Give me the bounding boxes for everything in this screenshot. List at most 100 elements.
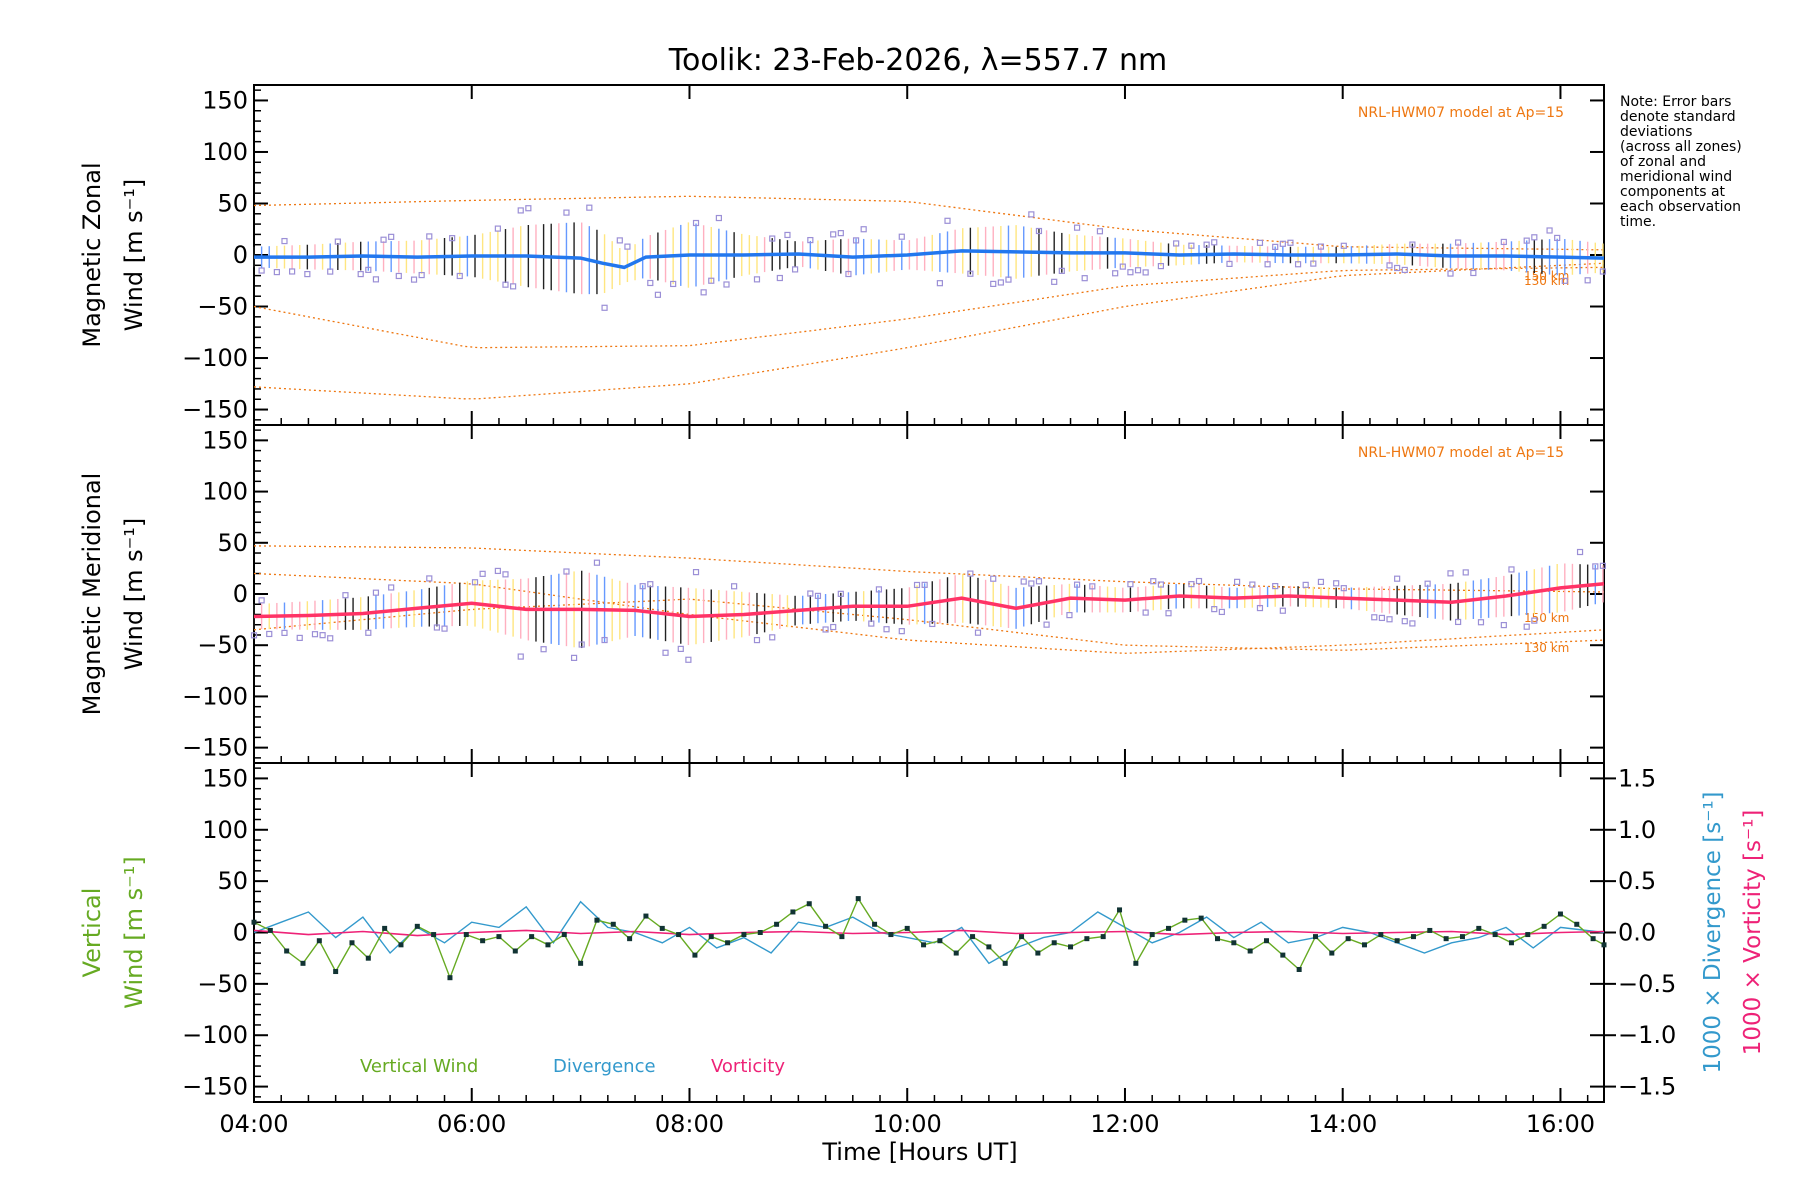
zone-point (670, 280, 677, 288)
model-curve-label: 130 km (1524, 641, 1569, 655)
vertical-wind-point (708, 934, 714, 940)
vertical-wind-point (1541, 923, 1547, 929)
zone-point (1142, 609, 1149, 616)
zone-point (1470, 269, 1477, 277)
zone-point (616, 237, 623, 244)
zone-point (1462, 569, 1469, 576)
zone-point (1005, 276, 1012, 283)
zone-point (601, 304, 608, 311)
zone-point (1028, 580, 1035, 587)
zone-point (624, 243, 631, 250)
zone-point (365, 629, 372, 636)
zone-point (1256, 239, 1264, 246)
zone-point (1508, 566, 1515, 573)
zone-point (1157, 262, 1164, 270)
zone-point (1051, 278, 1058, 285)
vertical-wind-line (253, 897, 1605, 980)
y2-tick-label: −1.5 (1618, 1073, 1676, 1101)
y-tick-label: −100 (182, 1021, 248, 1049)
zone-point (258, 597, 265, 604)
zone-point (1294, 261, 1302, 268)
zone-point (814, 592, 822, 599)
y-tick-label: 50 (217, 529, 248, 557)
vertical-wind-point (1443, 936, 1449, 942)
vertical-wind-point (790, 909, 796, 915)
zone-point (380, 236, 387, 243)
vertical-wind-point (643, 913, 649, 919)
y-tick-label: 0 (233, 241, 248, 269)
vertical-wind-point (1361, 942, 1367, 948)
zone-point (570, 654, 578, 661)
y2-tick-label: 1.5 (1618, 764, 1656, 792)
zone-point (708, 277, 715, 284)
zone-point (502, 571, 509, 578)
zone-point (1447, 570, 1454, 577)
zone-point (388, 584, 395, 591)
zone-point (769, 235, 776, 242)
zone-point (517, 653, 524, 660)
zone-point (296, 634, 303, 642)
zone-point (266, 630, 273, 638)
zone-point (1058, 267, 1065, 274)
zone-point (974, 629, 982, 636)
zone-point (837, 230, 844, 237)
vertical-wind-point (725, 940, 731, 946)
vertical-wind-point (1345, 936, 1351, 942)
y-tick-label: 150 (202, 764, 248, 792)
vertical-wind-point (561, 932, 567, 938)
zone-point (830, 623, 837, 631)
y-tick-label: 150 (202, 426, 248, 454)
zone-point (1249, 581, 1256, 588)
zone-point (1500, 238, 1507, 246)
zone-point (1127, 581, 1134, 588)
zone-point (586, 204, 593, 211)
zone-point (426, 233, 433, 240)
vertical-wind-point (1149, 932, 1155, 938)
vorticity-line (253, 929, 1605, 937)
vertical-wind-point (823, 923, 829, 929)
vertical-wind-point (594, 917, 600, 923)
zone-point (677, 645, 684, 652)
vertical-wind-point (1117, 907, 1123, 913)
zone-point (1409, 241, 1416, 248)
legend-vorticity: Vorticity (711, 1056, 785, 1077)
zone-point (723, 281, 730, 288)
zone-point (1264, 261, 1271, 268)
vertical-wind-panel: −150 −100 −50 0 50 100 150 Vertical Wind [m s⁻¹]… (78, 762, 1766, 1103)
y-tick-label: −100 (182, 344, 248, 372)
zone-point (563, 568, 570, 575)
divergence-line (253, 900, 1605, 965)
vertical-wind-point (610, 921, 616, 927)
zone-point (1394, 575, 1401, 582)
zone-point (311, 631, 319, 638)
vertical-wind-point (463, 932, 469, 938)
zone-point (281, 237, 288, 245)
y-tick-label: −150 (182, 734, 248, 762)
zone-point (1279, 240, 1286, 247)
vertical-wind-point (1247, 948, 1253, 954)
zone-point (700, 289, 707, 296)
y2-tick-label: −1.0 (1618, 1021, 1676, 1049)
zone-point (929, 620, 936, 628)
y-axis-label: Wind [m s⁻¹] (120, 856, 148, 1008)
vertical-wind-point (1378, 932, 1384, 938)
zone-point (479, 570, 486, 577)
zone-point (1195, 577, 1203, 585)
zone-point (456, 272, 463, 280)
zone-point (517, 207, 524, 214)
model-curve (253, 266, 1605, 349)
chart-title: Toolik: 23-Feb-2026, λ=557.7 nm (668, 43, 1168, 78)
x-tick-label: 14:00 (1308, 1110, 1377, 1138)
zone-point (1119, 263, 1126, 270)
y-axis-label: Wind [m s⁻¹] (120, 518, 148, 670)
y-tick-label: 100 (202, 816, 248, 844)
zone-point (365, 266, 372, 273)
zone-point (1592, 563, 1599, 570)
model-curve-label: 150 km (1524, 611, 1569, 625)
zone-point (1531, 234, 1538, 241)
zone-point (1165, 610, 1172, 617)
vertical-wind-point (1459, 934, 1465, 940)
zone-point (753, 636, 761, 644)
vertical-wind-point (431, 932, 437, 938)
zone-point (868, 620, 875, 627)
